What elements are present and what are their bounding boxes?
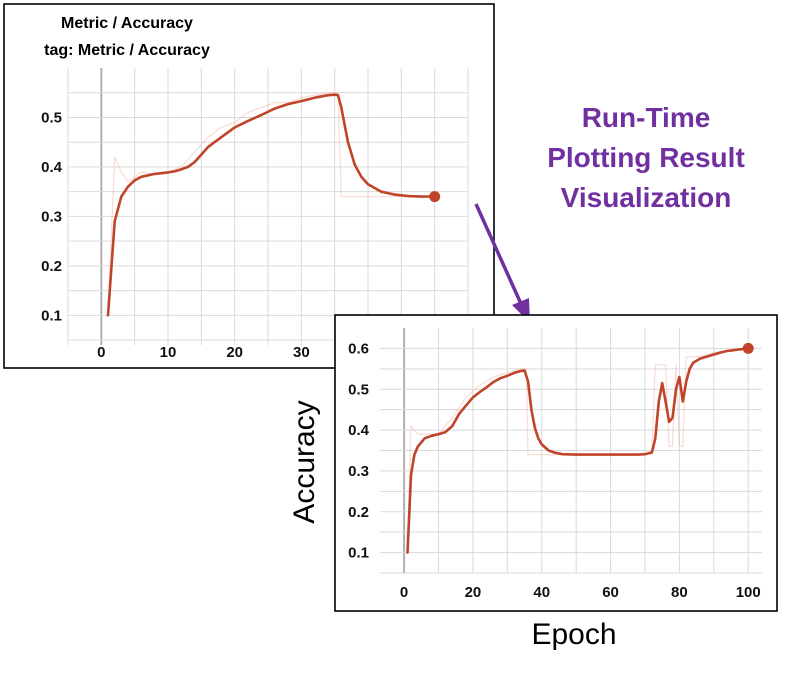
chart1-raw-line — [107, 92, 435, 316]
chart2-grid — [380, 328, 762, 574]
chart2-y-axis-title: Accuracy — [288, 400, 321, 523]
chart1-x-tick-label: 20 — [226, 344, 243, 361]
chart-metric-accuracy: 0.1 0.2 0.3 0.4 0.5 0 10 20 30 Metric / Accuracy… — [3, 3, 495, 369]
chart-accuracy-vs-epoch: 0.1 0.2 0.3 0.4 0.5 0.6 0 20 40 60 80 100 — [334, 314, 778, 612]
chart1-final-point — [429, 191, 441, 203]
chart2-tick-labels: 0.1 0.2 0.3 0.4 0.5 0.6 0 20 40 60 80 100 — [348, 340, 761, 601]
chart1-subtitle: tag: Metric / Accuracy — [44, 42, 210, 59]
chart2-y-tick-label: 0.5 — [348, 381, 369, 398]
chart2-x-tick-label: 0 — [400, 584, 408, 601]
chart1-tick-labels: 0.1 0.2 0.3 0.4 0.5 0 10 20 30 — [41, 109, 310, 361]
chart2-y-tick-label: 0.4 — [348, 422, 370, 439]
chart2-final-point — [742, 342, 754, 354]
chart2-x-tick-label: 40 — [533, 584, 550, 601]
chart2-smoothed-series — [406, 342, 754, 554]
chart2-frame — [334, 314, 778, 612]
chart2-y-tick-label: 0.3 — [348, 463, 369, 480]
chart1-y-tick-label: 0.1 — [41, 307, 62, 324]
chart2-x-tick-label: 80 — [671, 584, 688, 601]
chart1-grid — [67, 68, 469, 345]
heading-line-1: Run-Time — [582, 102, 711, 133]
chart1-title: Metric / Accuracy — [61, 15, 193, 32]
chart1-smoothed-line — [106, 93, 436, 317]
arrow-shaft — [474, 203, 524, 307]
chart2-x-tick-label: 100 — [736, 584, 761, 601]
chart2-y-tick-label: 0.2 — [348, 504, 369, 521]
chart2-smoothed-line — [406, 347, 750, 554]
chart2-y-tick-label: 0.1 — [348, 545, 369, 562]
chart1-frame — [3, 3, 495, 369]
chart1-raw-series — [107, 92, 435, 316]
chart1-y-tick-label: 0.5 — [41, 109, 62, 126]
chart2-x-axis-title: Epoch — [531, 618, 616, 651]
chart1-smoothed-series — [106, 93, 441, 317]
heading-line-3: Visualization — [561, 182, 732, 213]
chart2-x-tick-label: 60 — [602, 584, 619, 601]
heading-line-2: Plotting Result — [547, 142, 745, 173]
chart1-y-tick-label: 0.3 — [41, 208, 62, 225]
chart1-x-tick-label: 30 — [293, 344, 310, 361]
chart2-x-tick-label: 20 — [465, 584, 482, 601]
chart1-y-tick-label: 0.2 — [41, 258, 62, 275]
chart1-y-tick-label: 0.4 — [41, 159, 63, 176]
chart1-x-tick-label: 0 — [97, 344, 105, 361]
chart2-y-tick-label: 0.6 — [348, 340, 369, 357]
chart1-x-tick-label: 10 — [160, 344, 177, 361]
run-time-heading: Run-Time Plotting Result Visualization — [547, 102, 745, 213]
